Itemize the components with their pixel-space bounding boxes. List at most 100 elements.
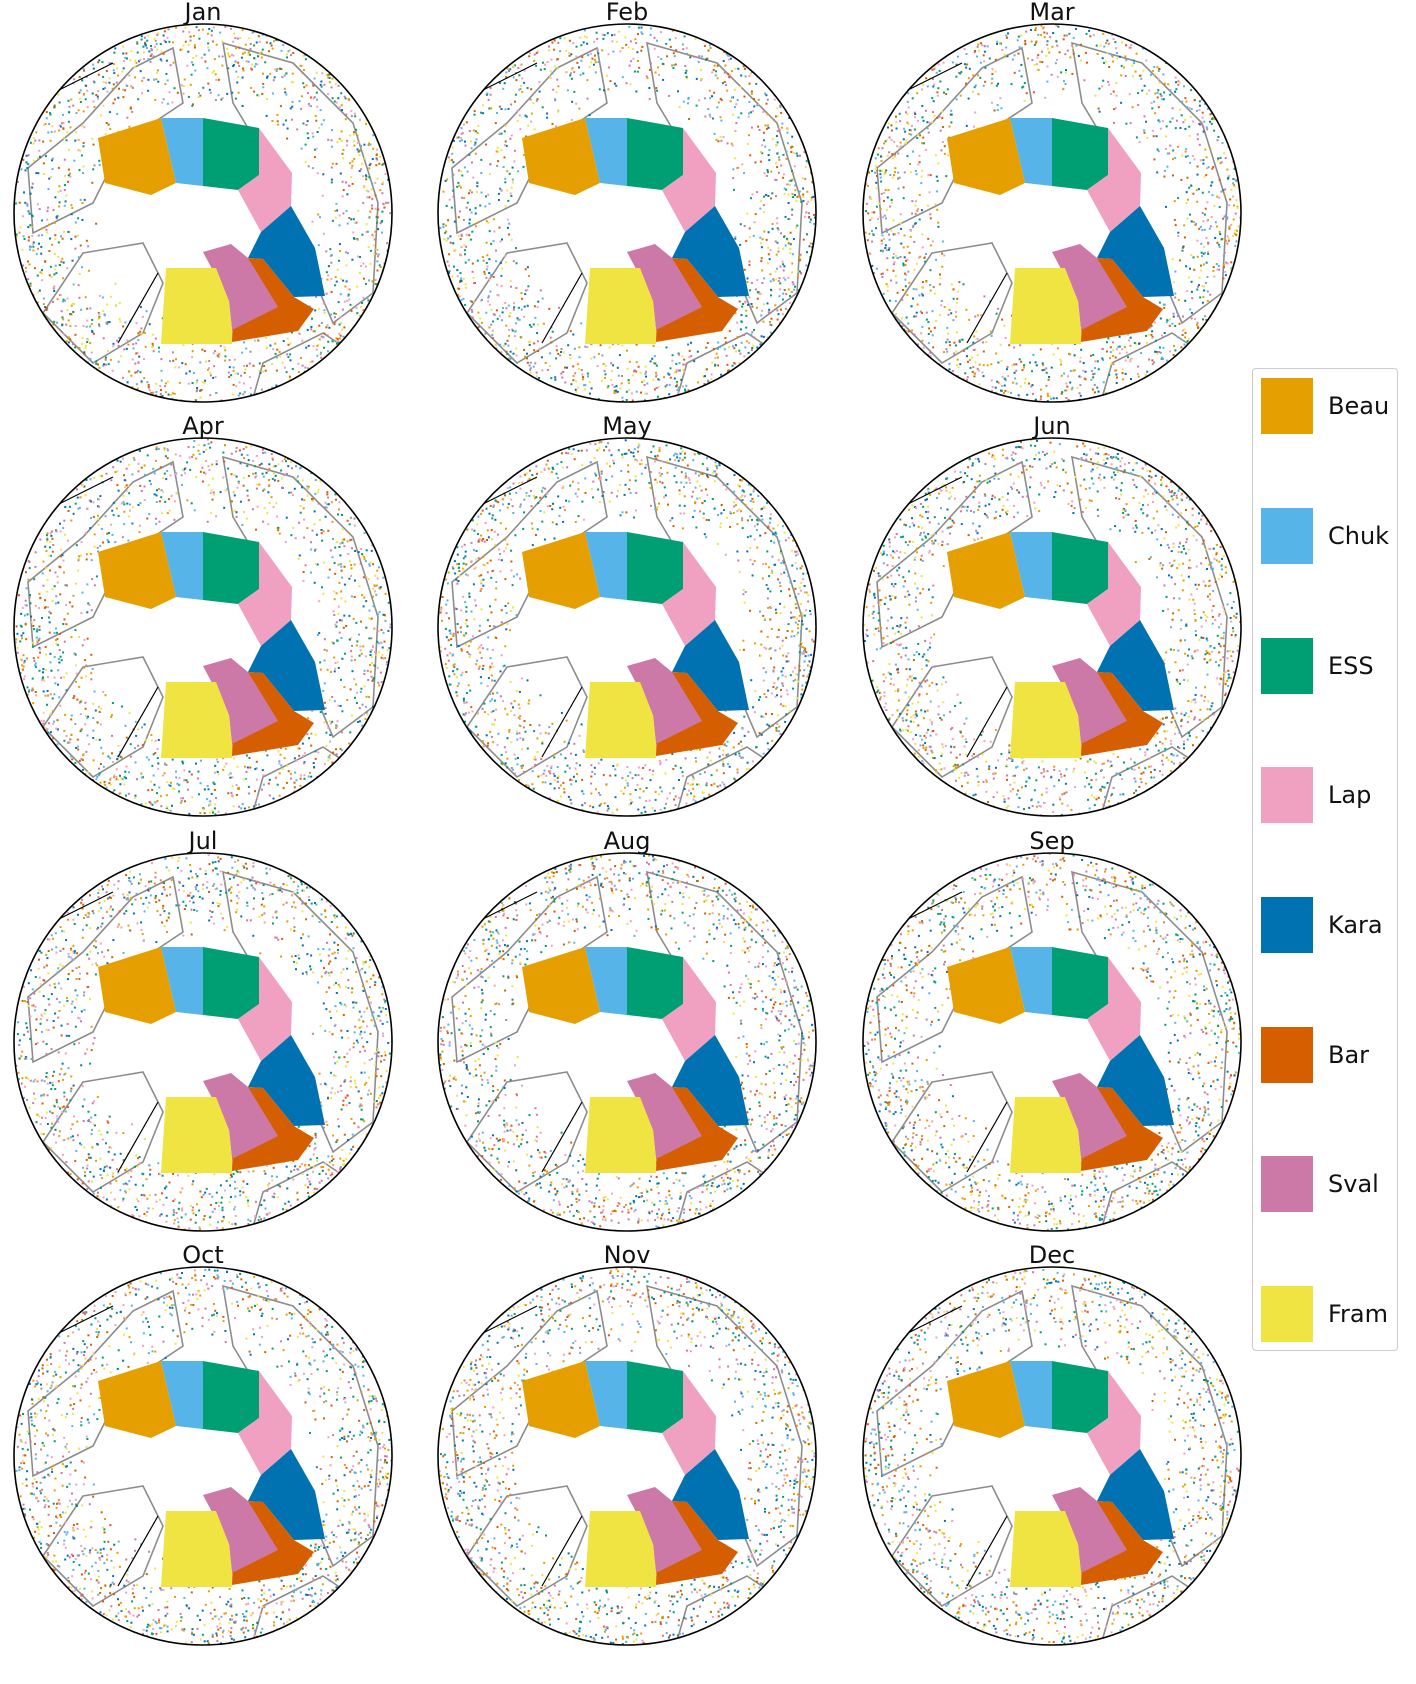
region-ess (203, 947, 259, 1019)
scatter-dots (439, 439, 816, 816)
region-beau (947, 118, 1025, 195)
region-sval (627, 658, 702, 744)
region-ess (1052, 118, 1108, 190)
legend-item-chuk: Chuk (1261, 508, 1391, 564)
region-lap (662, 542, 716, 646)
region-fram (1010, 268, 1081, 344)
map-panel-may: May (437, 412, 817, 817)
region-sval (1052, 244, 1127, 330)
panel-title: Dec (1029, 1241, 1075, 1269)
region-lap (1087, 542, 1141, 646)
region-ess (627, 1361, 683, 1433)
panel-title: Sep (1029, 827, 1074, 855)
region-sval (1052, 658, 1127, 744)
legend-label-beau: Beau (1328, 392, 1390, 420)
region-ess (627, 118, 683, 190)
region-kara (672, 206, 749, 297)
map-panel-jan: Jan (13, 0, 393, 403)
map-frame (862, 1266, 1242, 1646)
map-panel-apr: Apr (13, 412, 393, 817)
panel-title: Jan (183, 0, 222, 26)
region-lap (238, 1371, 292, 1475)
region-lap (238, 957, 292, 1061)
region-chuk (161, 947, 203, 1015)
region-chuk (161, 118, 203, 186)
region-beau (98, 947, 176, 1024)
map-panel-nov: Nov (437, 1241, 817, 1646)
region-fram (1010, 682, 1081, 758)
region-lap (662, 957, 716, 1061)
boundary-line (901, 1305, 1008, 1587)
region-fram (585, 682, 656, 758)
legend-label-chuk: Chuk (1328, 522, 1390, 550)
panel-title: Apr (182, 412, 224, 440)
legend-item-lap: Lap (1261, 767, 1391, 823)
legend-item-ess: ESS (1261, 638, 1391, 694)
boundary-line (52, 476, 159, 758)
region-fram (585, 1511, 656, 1587)
region-fram (1010, 1511, 1081, 1587)
region-chuk (585, 532, 627, 600)
legend-label-bar: Bar (1328, 1041, 1370, 1069)
region-beau (947, 532, 1025, 609)
region-kara (248, 620, 325, 711)
region-sval (1052, 1487, 1127, 1573)
region-beau (522, 118, 600, 195)
boundary-line (476, 1305, 583, 1587)
region-chuk (1010, 1361, 1052, 1429)
region-lap (1087, 1371, 1141, 1475)
map-frame (437, 437, 817, 817)
legend-label-lap: Lap (1328, 781, 1372, 809)
map-frame (862, 437, 1242, 817)
region-kara (248, 1035, 325, 1126)
map-panel-sep: Sep (862, 827, 1242, 1232)
map-panel-mar: Mar (862, 0, 1242, 403)
panel-title: Aug (604, 827, 651, 855)
legend-swatch-fram (1261, 1286, 1313, 1342)
legend-label-kara: Kara (1328, 911, 1383, 939)
legend-item-bar: Bar (1261, 1027, 1391, 1083)
region-lap (238, 128, 292, 232)
region-beau (947, 947, 1025, 1024)
map-frame (862, 23, 1242, 403)
legend: Beau Chuk ESS Lap Kara Bar Sval Fram (1252, 368, 1398, 1351)
map-frame (13, 437, 393, 817)
map-frame (13, 23, 393, 403)
legend-swatch-bar (1261, 1027, 1313, 1083)
boundary-line (901, 476, 1008, 758)
legend-swatch-chuk (1261, 508, 1313, 564)
scatter-dots (14, 25, 392, 402)
boundary-line (901, 62, 1008, 344)
legend-label-sval: Sval (1328, 1170, 1379, 1198)
region-beau (522, 532, 600, 609)
region-kara (672, 620, 749, 711)
scatter-dots (439, 25, 816, 402)
legend-label-fram: Fram (1328, 1300, 1389, 1328)
map-panel-feb: Feb (437, 0, 817, 403)
region-ess (1052, 532, 1108, 604)
map-frame (862, 852, 1242, 1232)
scatter-dots (864, 1269, 1241, 1645)
legend-item-fram: Fram (1261, 1286, 1391, 1342)
region-beau (98, 532, 176, 609)
region-fram (161, 1097, 232, 1173)
region-chuk (161, 1361, 203, 1429)
legend-label-ess: ESS (1328, 652, 1374, 680)
scatter-dots (15, 853, 392, 1231)
region-kara (248, 1449, 325, 1540)
region-sval (203, 244, 278, 330)
region-kara (672, 1035, 749, 1126)
panel-title: Feb (606, 0, 649, 26)
boundary-line (901, 891, 1008, 1173)
region-fram (161, 268, 232, 344)
region-lap (662, 128, 716, 232)
map-panel-dec: Dec (862, 1241, 1242, 1646)
region-chuk (1010, 118, 1052, 186)
region-beau (522, 1361, 600, 1438)
legend-swatch-lap (1261, 767, 1313, 823)
legend-swatch-beau (1261, 378, 1313, 434)
region-kara (1097, 1449, 1174, 1540)
region-kara (1097, 206, 1174, 297)
region-chuk (585, 947, 627, 1015)
